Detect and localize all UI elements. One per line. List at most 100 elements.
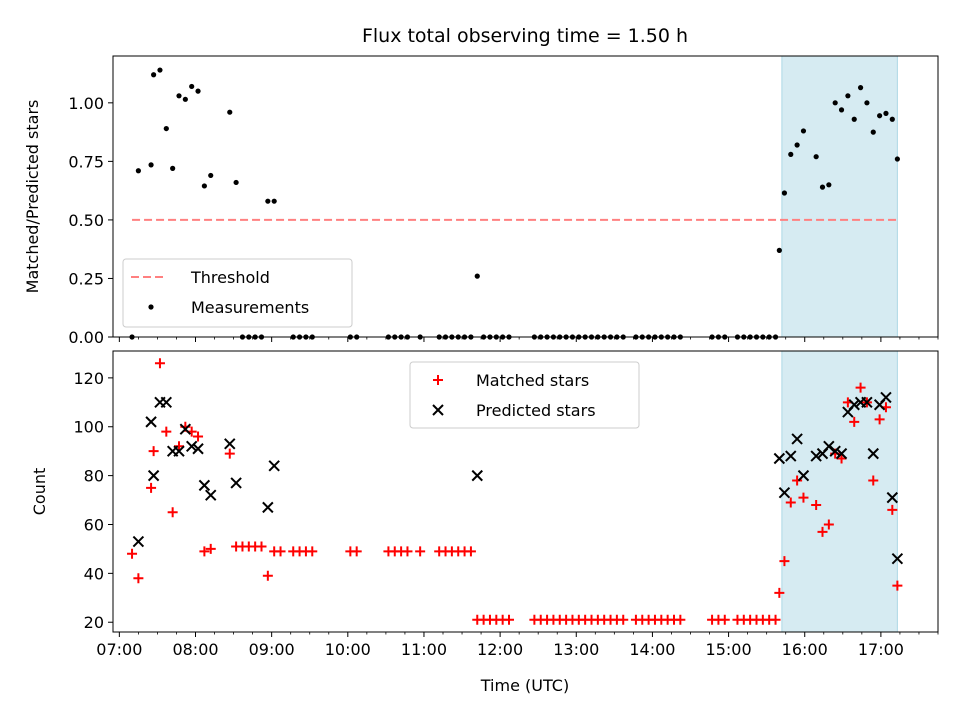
matched-point [193,431,204,442]
matched-point [817,526,828,537]
predicted-point [848,399,860,411]
x-tick-label: 10:00 [325,640,371,659]
predicted-point [160,396,173,409]
predicted-point [778,487,791,499]
measurement-point [265,198,271,204]
measurement-point [864,100,870,106]
predicted-point [185,440,198,453]
matched-point [798,492,809,503]
y-tick-label: 0.00 [68,328,104,347]
predicted-point [829,445,841,457]
matched-point [887,504,898,515]
y-tick-label: 0.50 [68,211,104,230]
matched-point [874,414,885,425]
predicted-point [861,396,873,409]
y-axis-label: Count [30,468,49,516]
measurement-point [832,100,838,106]
matched-point [154,358,165,369]
matched-point [402,546,413,557]
highlight-span [781,55,898,338]
matched-point [719,614,730,625]
predicted-point [145,416,157,428]
matched-point [133,573,144,584]
measurement-point [813,154,819,160]
x-tick-label: 15:00 [706,640,752,659]
y-tick-label: 60 [84,515,104,534]
predicted-point [132,535,145,548]
matched-point [415,546,426,557]
matched-point [275,546,286,557]
matched-point [618,614,629,625]
measurement-point [227,109,233,115]
matched-point [351,546,362,557]
matched-point [256,541,267,552]
legend-matched-swatch [433,375,443,385]
measurement-point [819,184,826,190]
axes-frame [112,55,939,338]
measurement-point [151,72,157,78]
matched-point [892,580,903,591]
measurement-point [135,168,141,174]
measurement-point [894,156,900,162]
series-matched-stars [127,358,903,625]
y-tick-label: 1.00 [68,94,104,113]
measurement-point [189,83,195,90]
predicted-point [230,477,242,489]
measurement-point [800,128,807,134]
matched-point [199,546,210,557]
measurement-point [788,151,794,157]
measurement-point [870,129,876,135]
predicted-point [797,469,810,482]
measurement-point [201,183,207,189]
matched-point [779,556,790,567]
y-tick-label: 0.25 [68,269,104,288]
predicted-point [785,450,797,462]
matched-point [148,446,159,457]
matched-point [224,448,235,459]
matched-point [205,543,216,554]
predicted-point [205,489,217,501]
matched-point [161,426,172,437]
measurement-point [170,165,176,171]
predicted-point [835,447,848,460]
y-axis-label: Matched/Predicted stars [23,100,42,294]
measurement-point [208,172,214,179]
predicted-point [773,452,786,465]
series-predicted-stars [132,391,904,565]
x-tick-label: 07:00 [96,640,142,659]
predicted-point [262,501,274,514]
measurement-point [776,247,782,253]
y-tick-label: 100 [73,418,104,437]
predicted-point [173,445,185,457]
matched-point [146,482,157,493]
x-tick-label: 13:00 [553,640,599,659]
legend-label: Predicted stars [476,401,596,420]
measurement-point [857,85,864,91]
matched-point [127,548,138,559]
y-tick-label: 0.75 [68,152,104,171]
predicted-point [886,491,899,504]
x-tick-label: 12:00 [477,640,523,659]
measurement-point [182,96,188,102]
x-tick-label: 11:00 [401,640,447,659]
measurement-point [851,116,857,122]
measurement-point [889,116,895,122]
axes-frame [112,350,939,633]
x-axis-label: Time (UTC) [480,676,569,695]
matched-point [770,614,781,625]
x-tick-label: 17:00 [858,640,904,659]
predicted-point [880,391,892,404]
predicted-point [867,447,879,460]
matched-point [811,499,822,510]
matched-point [262,570,273,581]
x-tick-label: 08:00 [172,640,218,659]
matched-point [836,453,847,464]
matched-point [868,475,879,486]
predicted-point [471,469,483,482]
legend-label: Threshold [190,268,270,287]
highlight-span [781,350,898,633]
matched-point [849,416,860,427]
matched-point [855,382,866,393]
y-tick-label: 40 [84,564,104,583]
